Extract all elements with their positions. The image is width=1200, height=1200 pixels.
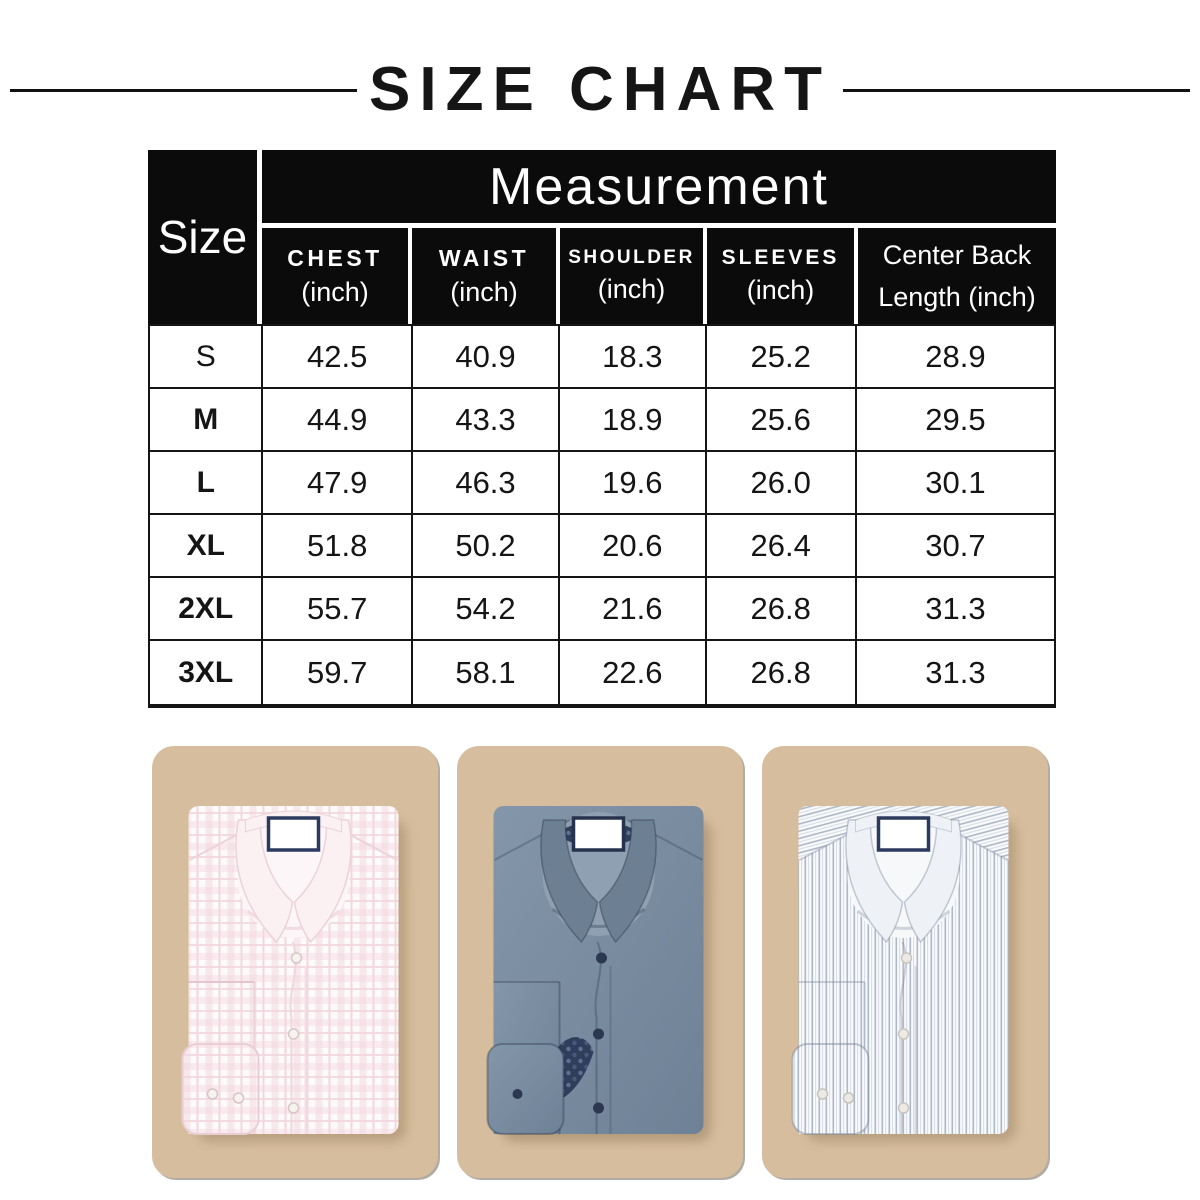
- table-cell: 59.7: [263, 641, 413, 704]
- table-row-size: XL: [150, 515, 264, 578]
- table-cell: 43.3: [412, 389, 561, 452]
- column-header-center-back-length: Center Back Length (inch): [858, 228, 1056, 324]
- table-cell: 58.1: [412, 641, 561, 704]
- table-cell: 30.1: [856, 452, 1054, 515]
- column-header-waist: WAIST (inch): [412, 228, 560, 324]
- table-cell: 46.3: [412, 452, 561, 515]
- table-cell: 26.4: [706, 515, 857, 578]
- column-header-chest: CHEST (inch): [262, 228, 412, 324]
- table-cell: 18.9: [560, 389, 707, 452]
- white-striped-shirt-image: [791, 806, 1017, 1142]
- product-card-white-striped-shirt: [762, 746, 1048, 1178]
- table-cell: 26.8: [706, 641, 857, 704]
- table-cell: 25.2: [706, 326, 857, 389]
- table-cell: 21.6: [560, 578, 707, 641]
- table-cell: 31.3: [856, 641, 1054, 704]
- table-cell: 51.8: [263, 515, 413, 578]
- table-cell: 26.8: [706, 578, 857, 641]
- table-row-size: 2XL: [150, 578, 264, 641]
- table-cell: 28.9: [856, 326, 1054, 389]
- size-chart-table: Size Measurement CHEST (inch) WAIST (inc…: [148, 150, 1056, 708]
- table-body: S 42.5 40.9 18.3 25.2 28.9 M 44.9 43.3 1…: [148, 324, 1056, 708]
- table-row-size: M: [150, 389, 264, 452]
- table-cell: 30.7: [856, 515, 1054, 578]
- table-cell: 55.7: [263, 578, 413, 641]
- table-row-size: S: [150, 326, 264, 389]
- table-cell: 47.9: [263, 452, 413, 515]
- product-gallery: [152, 746, 1048, 1178]
- measurement-header: Measurement: [262, 150, 1056, 228]
- table-cell: 26.0: [706, 452, 857, 515]
- table-cell: 22.6: [560, 641, 707, 704]
- page-title-row: SIZE CHART: [0, 48, 1200, 132]
- page-title: SIZE CHART: [369, 55, 831, 124]
- table-row-size: L: [150, 452, 264, 515]
- column-header-shoulder: SHOULDER (inch): [560, 228, 707, 324]
- collar-label: [876, 816, 931, 852]
- table-cell: 18.3: [560, 326, 707, 389]
- table-cell: 31.3: [856, 578, 1054, 641]
- title-rule-right: [843, 88, 1190, 92]
- table-cell: 25.6: [706, 389, 857, 452]
- table-cell: 40.9: [412, 326, 561, 389]
- table-cell: 50.2: [412, 515, 561, 578]
- table-row-size: 3XL: [150, 641, 264, 704]
- product-card-pink-plaid-shirt: [152, 746, 438, 1178]
- product-card-blue-shirt: [457, 746, 743, 1178]
- blue-shirt-image: [486, 806, 712, 1142]
- pink-plaid-shirt-image: [181, 806, 407, 1142]
- column-header-sleeves: SLEEVES (inch): [707, 228, 858, 324]
- table-cell: 20.6: [560, 515, 707, 578]
- size-column-header: Size: [148, 150, 262, 324]
- table-cell: 54.2: [412, 578, 561, 641]
- table-cell: 42.5: [263, 326, 413, 389]
- table-header: Size Measurement CHEST (inch) WAIST (inc…: [148, 150, 1056, 324]
- table-cell: 19.6: [560, 452, 707, 515]
- collar-label: [266, 816, 321, 852]
- title-rule-left: [10, 88, 357, 92]
- table-cell: 44.9: [263, 389, 413, 452]
- collar-label: [571, 816, 626, 852]
- table-cell: 29.5: [856, 389, 1054, 452]
